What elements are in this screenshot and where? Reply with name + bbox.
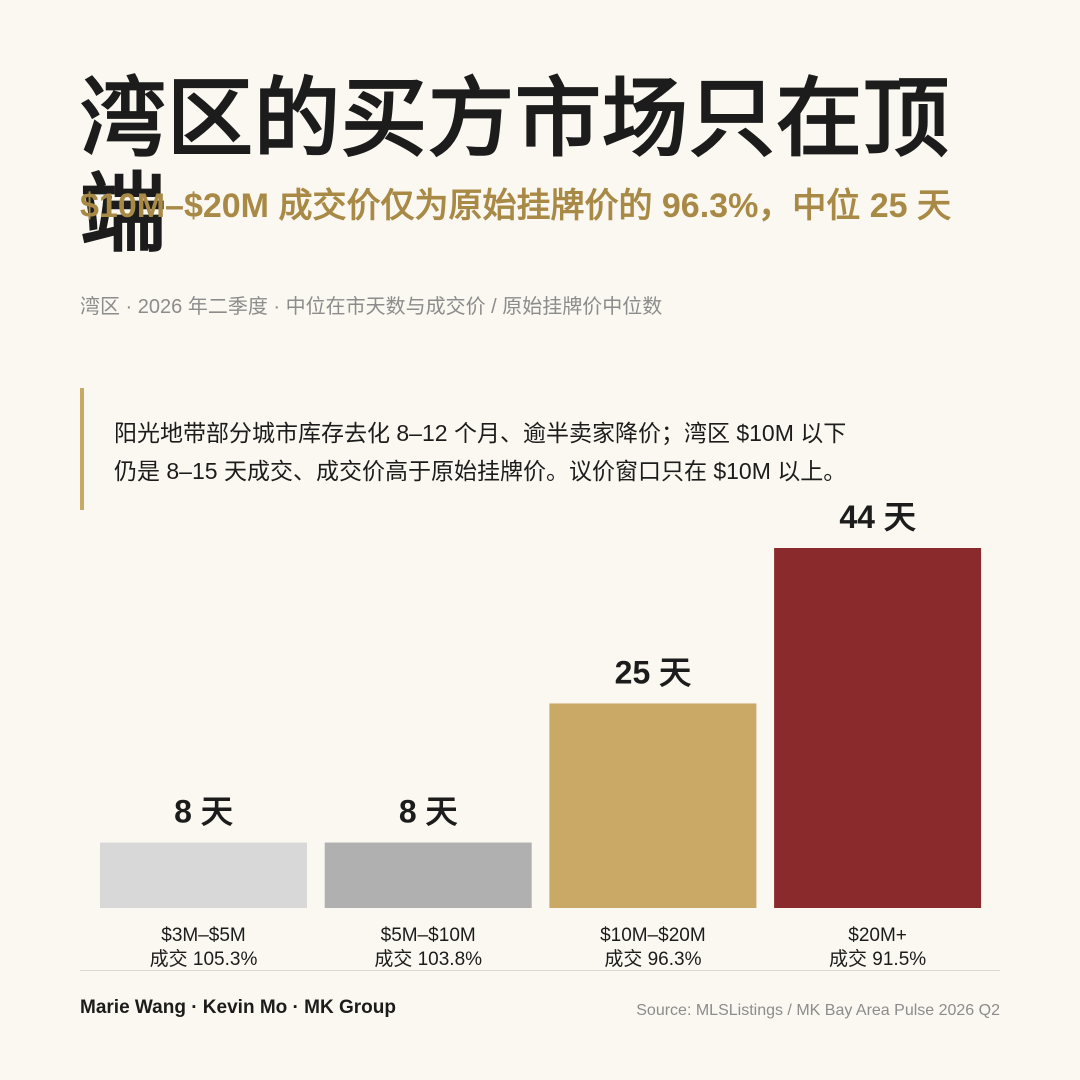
chart-meta: 湾区 · 2026 年二季度 · 中位在市天数与成交价 / 原始挂牌价中位数 [80,296,663,318]
category-label: $3M–$5M [161,925,246,946]
sale-to-list-label: 成交 96.3% [604,948,701,970]
chart-title: 湾区的买方市场只在顶端 [80,71,950,262]
sale-to-list-label: 成交 103.8% [374,948,482,970]
chart-subtitle: $10M–$20M 成交价仅为原始挂牌价的 96.3%，中位 25 天 [80,187,952,225]
bar [324,842,532,908]
category-label: $10M–$20M [600,925,706,946]
data-label: 44 天 [839,499,916,535]
footer-divider [80,970,1000,971]
source-note: Source: MLSListings / MK Bay Area Pulse … [636,1002,1000,1019]
bar [774,548,982,908]
callout-line-2: 仍是 8–15 天成交、成交价高于原始挂牌价。议价窗口只在 $10M 以上。 [114,458,847,484]
bar [549,703,757,908]
sale-to-list-label: 成交 91.5% [829,948,926,970]
callout-line-1: 阳光地带部分城市库存去化 8–12 个月、逾半卖家降价；湾区 $10M 以下 [114,420,847,446]
callout-box: 阳光地带部分城市库存去化 8–12 个月、逾半卖家降价；湾区 $10M 以下 仍… [80,388,980,510]
category-label: $5M–$10M [381,925,476,946]
data-label: 8 天 [174,794,233,830]
data-label: 25 天 [615,654,692,690]
data-label: 8 天 [399,794,458,830]
category-label: $20M+ [848,925,907,946]
bar [100,842,307,908]
author-credit: Marie Wang · Kevin Mo · MK Group [80,997,396,1018]
sale-to-list-label: 成交 105.3% [150,948,258,970]
